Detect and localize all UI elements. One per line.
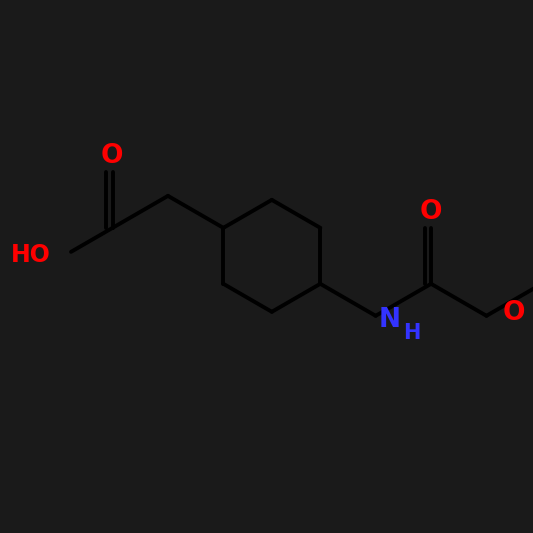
Text: N: N: [378, 307, 400, 333]
Text: H: H: [403, 323, 421, 343]
Text: O: O: [420, 199, 442, 224]
Text: O: O: [503, 300, 525, 326]
Text: HO: HO: [11, 243, 51, 266]
Text: O: O: [100, 143, 123, 168]
